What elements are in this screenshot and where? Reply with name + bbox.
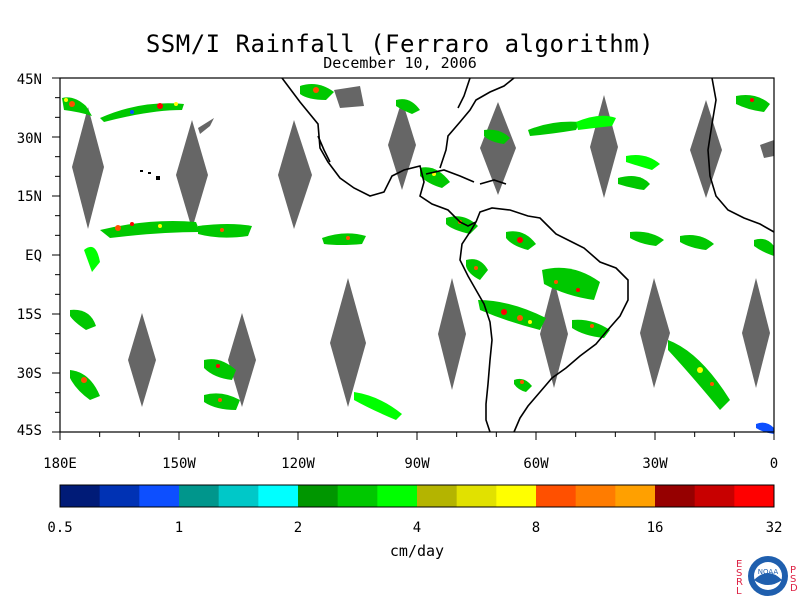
colorbar-segment xyxy=(615,485,656,507)
colorbar-units: cm/day xyxy=(389,542,445,560)
swath xyxy=(334,86,364,108)
lat-label-45n: 45N xyxy=(16,72,42,88)
colorbar xyxy=(60,485,775,507)
colorbar-segment xyxy=(417,485,458,507)
lat-label-30n: 30N xyxy=(16,131,42,147)
swath xyxy=(760,140,774,158)
lat-label-eq: EQ xyxy=(25,248,42,264)
swath xyxy=(742,278,770,388)
missing-data-swaths xyxy=(72,86,774,407)
colorbar-label: 4 xyxy=(412,520,422,536)
coastlines xyxy=(281,77,775,433)
swath xyxy=(228,313,256,407)
swath xyxy=(198,118,214,134)
rain-patches xyxy=(62,84,774,434)
lon-label-30w: 30W xyxy=(642,456,668,472)
colorbar-segment xyxy=(655,485,696,507)
coastline-baja xyxy=(317,135,331,163)
colorbar-segment xyxy=(258,485,299,507)
colorbar-segment xyxy=(496,485,537,507)
colorbar-segment xyxy=(536,485,577,507)
colorbar-label: 2 xyxy=(293,520,303,536)
lat-label-30s: 30S xyxy=(16,366,42,382)
coastline-gulf-east-us xyxy=(439,77,515,169)
lon-label-150w: 150W xyxy=(162,456,196,472)
axis-ticks xyxy=(52,77,775,440)
colorbar-segment xyxy=(298,485,339,507)
colorbar-segment xyxy=(377,485,418,507)
coastline-south-america xyxy=(475,207,629,433)
noaa-logo: NOAA xyxy=(748,556,788,596)
swath xyxy=(640,278,670,388)
island xyxy=(140,170,143,172)
coastline-hudson xyxy=(457,77,471,109)
swath xyxy=(330,278,366,407)
lon-label-180e: 180E xyxy=(43,456,77,472)
swath xyxy=(388,100,416,190)
swath xyxy=(690,100,722,198)
swath xyxy=(72,107,104,229)
island xyxy=(156,176,160,180)
colorbar-segment xyxy=(694,485,735,507)
lat-label-15s: 15S xyxy=(16,307,42,323)
colorbar-segment xyxy=(179,485,220,507)
lat-label-45s: 45S xyxy=(16,423,42,439)
map-date: December 10, 2006 xyxy=(323,54,477,72)
lat-label-15n: 15N xyxy=(16,189,42,205)
colorbar-segment xyxy=(456,485,497,507)
colorbar-label: 8 xyxy=(531,520,541,536)
lon-label-60w: 60W xyxy=(523,456,549,472)
colorbar-frame xyxy=(59,484,775,508)
colorbar-label: 16 xyxy=(646,520,664,536)
colorbar-segment xyxy=(99,485,140,507)
coastline-africa xyxy=(707,77,775,233)
colorbar-label: 32 xyxy=(765,520,783,536)
swath xyxy=(278,120,312,229)
colorbar-segment xyxy=(218,485,259,507)
colorbar-segment xyxy=(734,485,775,507)
swath xyxy=(438,278,466,390)
coastline-hispaniola xyxy=(479,179,507,185)
swath xyxy=(128,313,156,407)
swath xyxy=(480,102,516,195)
map-area xyxy=(60,78,774,432)
coastline-cuba xyxy=(425,169,475,183)
swath xyxy=(590,95,618,198)
swath xyxy=(176,120,208,229)
logo-text: NOAA xyxy=(758,568,779,576)
swath xyxy=(540,280,568,388)
lon-label-90w: 90W xyxy=(404,456,430,472)
coastline-north-america xyxy=(281,77,477,227)
map-title: SSM/I Rainfall (Ferraro algorithm) xyxy=(145,30,655,58)
lon-label-0: 0 xyxy=(769,456,779,472)
colorbar-label: 0.5 xyxy=(47,520,73,536)
lon-label-120w: 120W xyxy=(281,456,315,472)
colorbar-segment xyxy=(60,485,101,507)
colorbar-segment xyxy=(337,485,378,507)
island xyxy=(148,172,151,174)
colorbar-segment xyxy=(139,485,180,507)
colorbar-label: 1 xyxy=(174,520,184,536)
coastline-south-america-west xyxy=(459,221,493,433)
hawaii-islands xyxy=(140,170,160,180)
colorbar-segment xyxy=(575,485,616,507)
